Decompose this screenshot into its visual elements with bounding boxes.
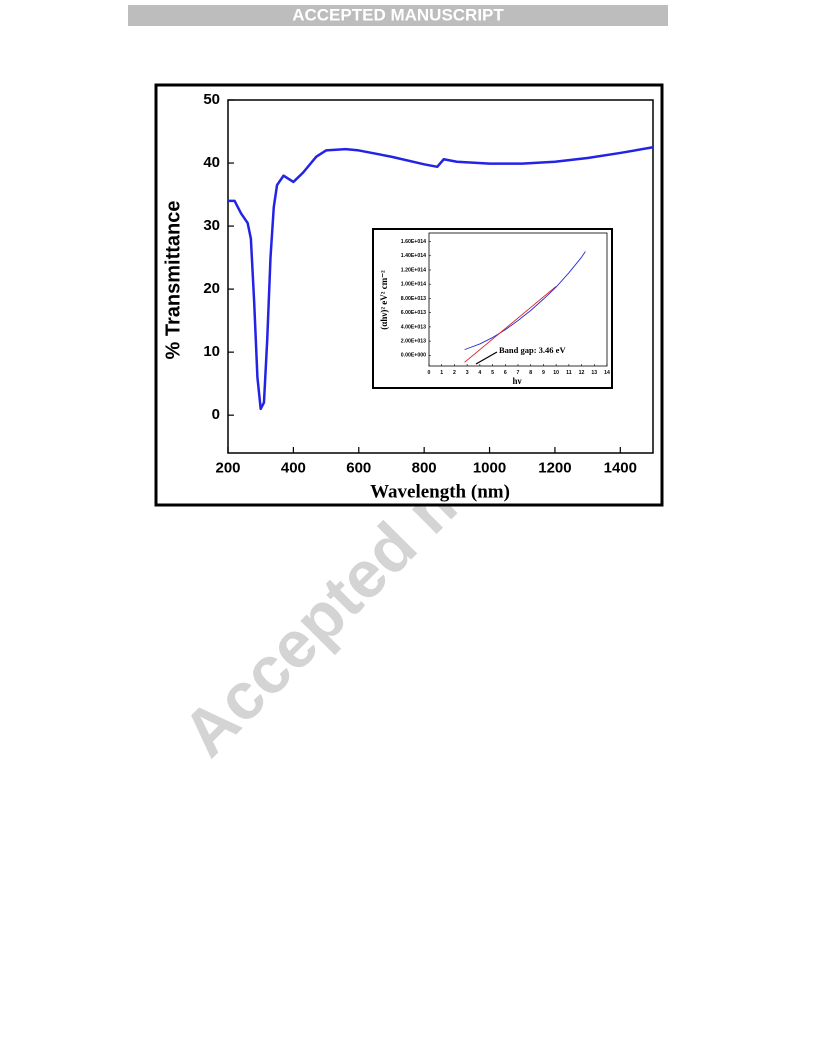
annotation: Band gap: 3.46 eV (499, 345, 566, 355)
y-tick-label: 1.20E+014 (401, 267, 426, 273)
x-tick-label: 800 (412, 459, 437, 476)
x-tick-label: 4 (478, 370, 481, 376)
y-tick-label: 1.00E+014 (401, 282, 426, 288)
x-tick-label: 12 (579, 370, 585, 376)
x-tick-label: 1400 (604, 459, 637, 476)
x-tick-label: 8 (529, 370, 532, 376)
y-tick-label: 4.00E+013 (401, 324, 426, 330)
x-tick-label: 200 (215, 459, 240, 476)
x-tick-label: 9 (542, 370, 545, 376)
x-tick-label: 10 (553, 370, 559, 376)
data-line (464, 285, 557, 363)
data-line (464, 251, 586, 351)
annotation-arrow (475, 351, 498, 365)
x-tick-label: 0 (428, 370, 431, 376)
y-tick-label: 0 (212, 406, 220, 423)
y-tick-label: 0.00E+000 (401, 353, 426, 359)
x-tick-label: 400 (281, 459, 306, 476)
y-tick-label: 50 (203, 91, 220, 108)
y-tick-label: 6.00E+013 (401, 310, 426, 316)
x-tick-label: 14 (604, 370, 610, 376)
x-tick-label: 13 (591, 370, 597, 376)
x-tick-label: 11 (566, 370, 572, 376)
x-tick-label: 5 (491, 370, 494, 376)
x-tick-label: 2 (453, 370, 456, 376)
x-tick-label: 7 (517, 370, 520, 376)
y-tick-label: 1.40E+014 (401, 253, 426, 259)
y-tick-label: 8.00E+013 (401, 296, 426, 302)
y-tick-label: 10 (203, 343, 220, 360)
header-title: ACCEPTED MANUSCRIPT (292, 5, 504, 24)
inset-y-title: (αhν)² eV² cm⁻² (379, 270, 389, 330)
x-tick-label: 6 (504, 370, 507, 376)
y-tick-label: 40 (203, 154, 220, 171)
inset-frame (372, 228, 613, 389)
data-line (228, 146, 654, 411)
x-tick-label: 1200 (538, 459, 571, 476)
x-tick-label: 600 (346, 459, 371, 476)
main-plot-box (227, 99, 654, 454)
y-axis-title: % Transmittance (162, 201, 184, 360)
header-bar (128, 5, 668, 26)
x-tick-label: 1 (440, 370, 443, 376)
x-axis-title: Wavelength (nm) (370, 481, 510, 502)
inset-x-title: hν (512, 376, 521, 386)
y-tick-label: 1.60E+014 (401, 239, 426, 245)
x-tick-label: 1000 (473, 459, 506, 476)
y-tick-label: 30 (203, 217, 220, 234)
y-tick-label: 2.00E+013 (401, 338, 426, 344)
x-tick-label: 3 (466, 370, 469, 376)
y-tick-label: 20 (203, 280, 220, 297)
